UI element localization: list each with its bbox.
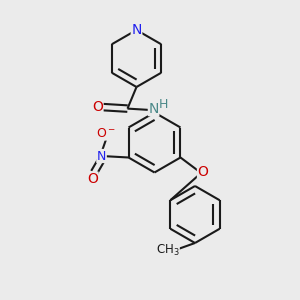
Text: N: N <box>97 149 106 163</box>
Text: H: H <box>159 98 168 111</box>
Text: O: O <box>197 166 208 179</box>
Text: CH$_3$: CH$_3$ <box>156 243 179 258</box>
Text: N: N <box>131 23 142 37</box>
Text: O$^-$: O$^-$ <box>96 127 116 140</box>
Text: N: N <box>148 102 159 116</box>
Text: O: O <box>92 100 103 114</box>
Text: O: O <box>87 172 98 186</box>
